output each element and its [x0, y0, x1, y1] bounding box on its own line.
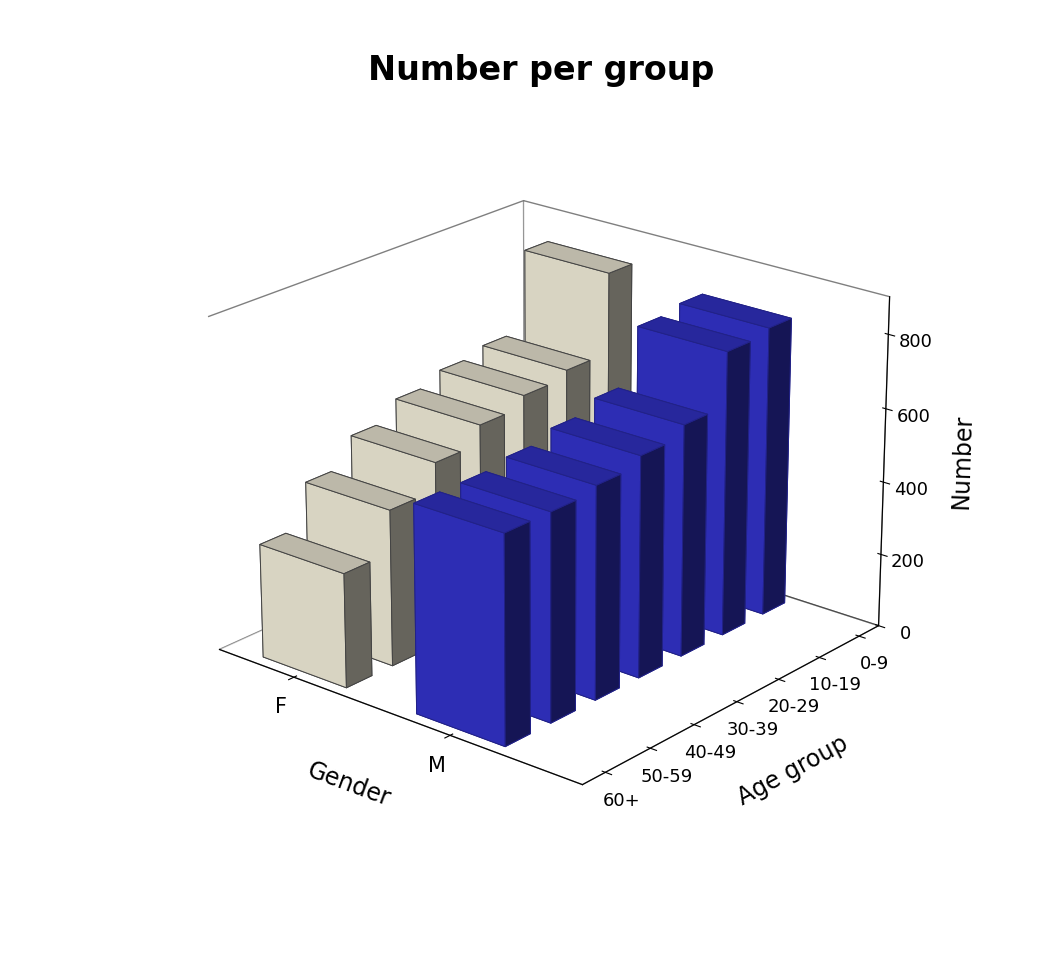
X-axis label: Gender: Gender — [304, 757, 394, 811]
Y-axis label: Age group: Age group — [734, 732, 852, 810]
Title: Number per group: Number per group — [367, 55, 715, 87]
